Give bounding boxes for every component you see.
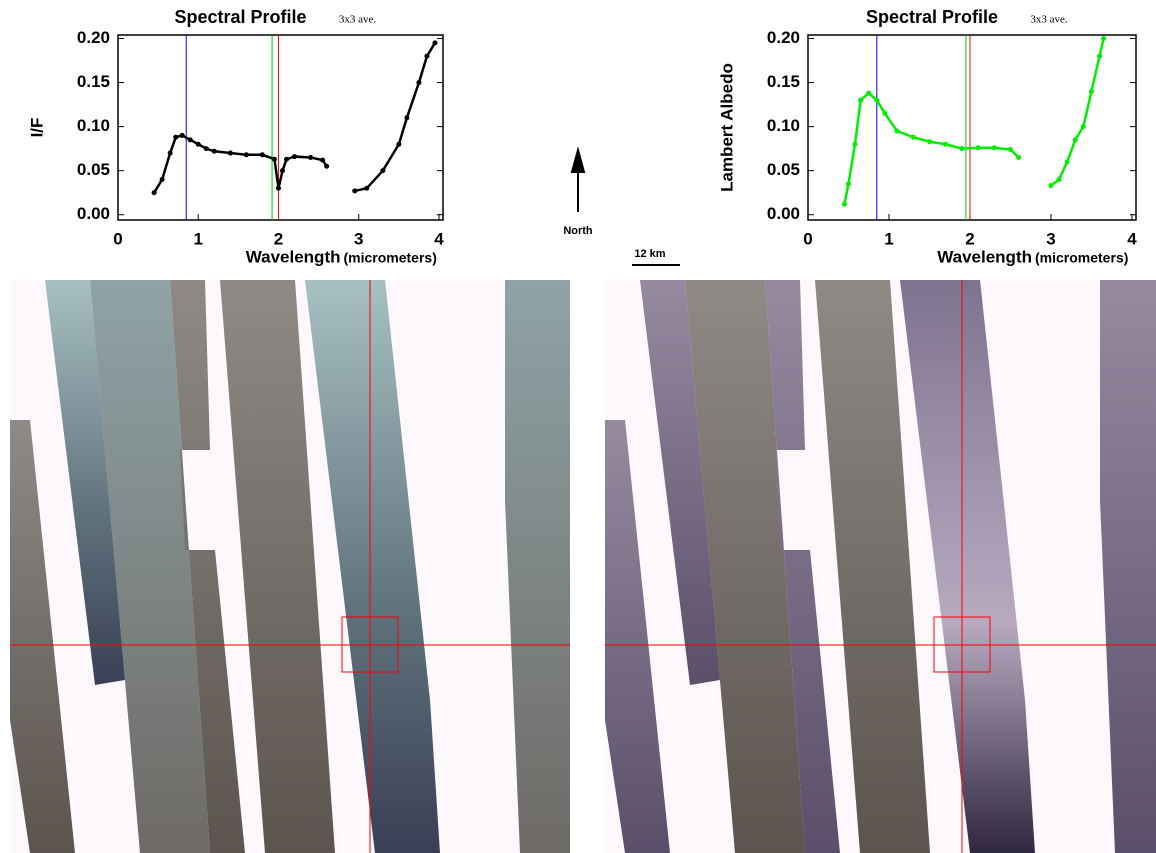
x-tick-label: 1 xyxy=(884,229,893,248)
x-tick-label: 0 xyxy=(803,229,812,248)
data-point xyxy=(187,137,193,143)
data-point xyxy=(271,156,277,162)
data-point xyxy=(910,134,916,140)
data-point xyxy=(1097,53,1103,59)
data-point xyxy=(874,97,880,103)
data-point xyxy=(943,141,949,147)
data-point xyxy=(926,139,932,145)
chart-subtitle: 3x3 ave. xyxy=(339,14,377,26)
x-tick-label: 3 xyxy=(354,229,363,248)
chart-title: Spectral Profile xyxy=(174,7,306,27)
y-tick-label: 0.00 xyxy=(77,204,110,223)
x-tick-label: 4 xyxy=(434,229,444,248)
x-axis-label: Wavelength xyxy=(246,247,341,266)
data-point xyxy=(195,141,201,147)
data-point xyxy=(167,150,173,156)
data-point xyxy=(858,97,864,103)
x-axis-label: Wavelength xyxy=(937,247,1032,266)
plot-frame xyxy=(117,34,444,221)
x-tick-label: 4 xyxy=(1127,229,1137,248)
y-tick-label: 0.20 xyxy=(77,28,110,47)
data-point xyxy=(1064,159,1070,165)
data-point xyxy=(841,201,847,207)
north-arrow xyxy=(570,146,586,212)
chart-title: Spectral Profile xyxy=(866,7,998,27)
data-point xyxy=(159,176,165,182)
x-tick-label: 2 xyxy=(274,229,283,248)
data-point xyxy=(1072,137,1078,143)
data-point xyxy=(416,80,422,86)
data-point xyxy=(894,128,900,134)
data-point xyxy=(179,132,185,138)
y-tick-label: 0.05 xyxy=(767,160,800,179)
plot-frame xyxy=(807,34,1137,221)
data-point xyxy=(959,146,965,152)
data-point xyxy=(292,154,298,160)
data-point xyxy=(432,40,438,46)
data-point xyxy=(275,185,281,191)
data-point xyxy=(173,134,179,140)
data-point xyxy=(1007,147,1013,153)
series-line xyxy=(153,42,437,194)
y-tick-label: 0.00 xyxy=(767,204,800,223)
data-point xyxy=(1080,124,1086,130)
image-right xyxy=(605,280,1156,853)
data-point xyxy=(308,154,314,160)
data-point xyxy=(975,145,981,151)
data-point xyxy=(243,152,249,158)
data-point xyxy=(852,141,858,147)
data-point xyxy=(352,188,358,194)
y-tick-label: 0.15 xyxy=(77,72,110,91)
x-axis-unit: (micrometers) xyxy=(344,250,437,266)
y-axis-label: Lambert Albedo xyxy=(717,63,736,192)
data-point xyxy=(1016,154,1022,160)
north-label: North xyxy=(563,225,593,237)
data-point xyxy=(991,145,997,151)
data-point xyxy=(364,185,370,191)
y-axis-label: I/F xyxy=(27,118,46,138)
data-point xyxy=(882,110,888,116)
data-point xyxy=(151,190,157,196)
data-point xyxy=(1101,36,1107,42)
series-line xyxy=(843,38,1105,205)
x-axis-unit: (micrometers) xyxy=(1035,250,1128,266)
data-point xyxy=(380,168,386,174)
y-tick-label: 0.15 xyxy=(767,72,800,91)
data-point xyxy=(404,115,410,121)
data-point xyxy=(845,181,851,187)
x-tick-label: 0 xyxy=(113,229,122,248)
data-point xyxy=(424,53,430,59)
data-point xyxy=(280,168,286,174)
data-point xyxy=(396,141,402,147)
data-point xyxy=(1056,176,1062,182)
data-point xyxy=(227,150,233,156)
data-point xyxy=(324,163,330,169)
data-point xyxy=(211,148,217,154)
chart-subtitle: 3x3 ave. xyxy=(1030,14,1068,26)
image-left xyxy=(10,280,570,853)
data-point xyxy=(320,157,326,163)
data-point xyxy=(284,156,290,162)
y-tick-label: 0.10 xyxy=(77,116,110,135)
y-tick-label: 0.10 xyxy=(767,116,800,135)
y-tick-label: 0.20 xyxy=(767,28,800,47)
x-tick-label: 1 xyxy=(194,229,203,248)
data-point xyxy=(203,146,209,152)
x-tick-label: 2 xyxy=(965,229,974,248)
data-point xyxy=(866,90,872,96)
x-tick-label: 3 xyxy=(1046,229,1055,248)
data-point xyxy=(1088,88,1094,94)
y-tick-label: 0.05 xyxy=(77,160,110,179)
scale-label: 12 km xyxy=(634,248,665,260)
data-point xyxy=(1048,183,1054,189)
data-point xyxy=(259,152,265,158)
